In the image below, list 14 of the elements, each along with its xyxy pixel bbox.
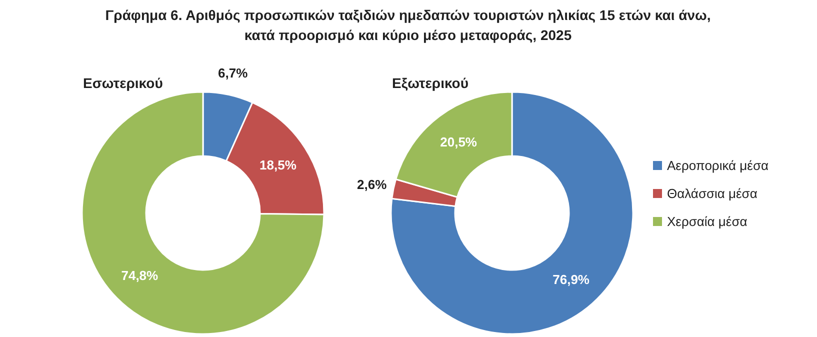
donut-slice (81, 91, 325, 335)
chart-title: Εξωτερικού (392, 75, 468, 91)
data-label: 18,5% (260, 158, 297, 173)
legend-label: Χερσαία μέσα (667, 214, 748, 229)
data-label: 76,9% (552, 272, 590, 288)
data-label: 20,5% (440, 134, 478, 150)
text: Εσωτερικού (83, 75, 163, 91)
data-label: 2,6% (357, 176, 388, 192)
donut-slice (390, 91, 634, 335)
legend-label: Θαλάσσια μέσα (667, 186, 758, 201)
data-label: 6,7% (218, 66, 248, 81)
data-label: 74,8% (121, 268, 159, 284)
text: Γράφημα 6. Αριθμός προσωπικών ταξιδιών ημεδαπών τουριστών ηλικίας 15 ετών και άνω, κατά προορισμό και κύριο μέσο μεταφοράς, 2025 (105, 7, 711, 43)
legend-label: Αεροπορικά μέσα (667, 158, 769, 173)
